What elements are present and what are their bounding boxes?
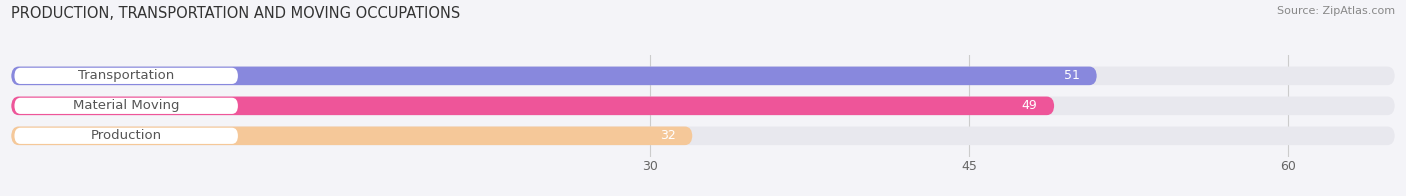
FancyBboxPatch shape xyxy=(14,128,238,144)
FancyBboxPatch shape xyxy=(11,127,1395,145)
FancyBboxPatch shape xyxy=(11,97,1054,115)
Text: Material Moving: Material Moving xyxy=(73,99,180,112)
FancyBboxPatch shape xyxy=(14,68,238,84)
FancyBboxPatch shape xyxy=(11,67,1097,85)
FancyBboxPatch shape xyxy=(11,127,692,145)
FancyBboxPatch shape xyxy=(14,98,238,114)
Text: PRODUCTION, TRANSPORTATION AND MOVING OCCUPATIONS: PRODUCTION, TRANSPORTATION AND MOVING OC… xyxy=(11,6,461,21)
Text: Production: Production xyxy=(90,129,162,142)
Text: Source: ZipAtlas.com: Source: ZipAtlas.com xyxy=(1277,6,1395,16)
Text: 49: 49 xyxy=(1021,99,1038,112)
Text: 32: 32 xyxy=(659,129,675,142)
FancyBboxPatch shape xyxy=(11,67,1395,85)
FancyBboxPatch shape xyxy=(11,97,1395,115)
Text: 51: 51 xyxy=(1064,69,1080,82)
Text: Transportation: Transportation xyxy=(79,69,174,82)
